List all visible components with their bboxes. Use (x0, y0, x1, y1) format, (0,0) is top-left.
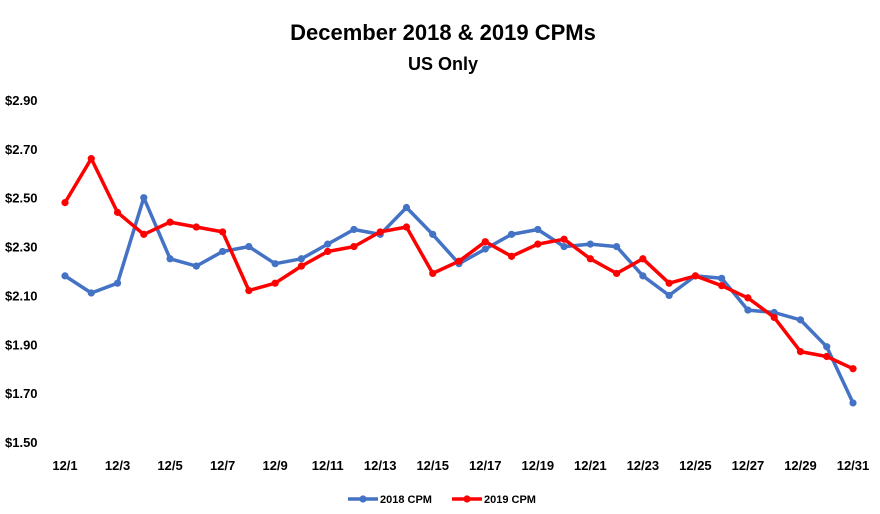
data-point (691, 272, 700, 280)
y-tick-label: $2.30 (5, 240, 38, 255)
legend-item: 2019 CPM (452, 494, 536, 506)
data-point (665, 291, 673, 300)
data-point (87, 289, 95, 297)
data-point (455, 257, 463, 265)
x-tick-label: 12/23 (627, 458, 660, 473)
x-tick-label: 12/25 (679, 458, 712, 473)
data-point (744, 294, 752, 302)
data-point (481, 238, 489, 246)
data-point (507, 230, 516, 238)
data-point (219, 228, 227, 236)
data-point (796, 348, 805, 356)
legend: 2018 CPM 2019 CPM (348, 494, 536, 506)
data-point (534, 240, 542, 248)
data-point (770, 313, 778, 322)
data-point (140, 194, 148, 202)
data-point (192, 262, 200, 270)
data-point (219, 247, 227, 256)
x-tick-label: 12/17 (469, 458, 502, 473)
x-tick-label: 12/27 (732, 458, 765, 473)
data-point (376, 228, 384, 236)
data-point (87, 155, 95, 163)
legend-marker (359, 495, 367, 503)
data-point (665, 279, 673, 287)
data-point (245, 286, 253, 295)
data-point (113, 279, 122, 287)
x-tick-label: 12/31 (837, 458, 870, 473)
data-point (271, 279, 279, 287)
data-point (639, 272, 647, 280)
data-point (534, 225, 542, 234)
data-point (113, 208, 122, 216)
x-tick-label: 12/21 (574, 458, 607, 473)
data-point (166, 218, 174, 226)
data-point (586, 240, 594, 248)
chart-title: December 2018 & 2019 CPMs (290, 20, 596, 45)
data-point (613, 269, 621, 278)
data-point (61, 272, 69, 280)
data-point (140, 230, 148, 238)
data-point (166, 255, 174, 263)
data-point (744, 306, 752, 314)
x-tick-label: 12/3 (105, 458, 130, 473)
data-point (350, 242, 358, 251)
data-point (245, 242, 253, 251)
chart-subtitle: US Only (408, 54, 478, 74)
x-tick-label: 12/13 (364, 458, 397, 473)
data-point (560, 242, 568, 251)
data-point (324, 247, 332, 256)
data-point (297, 255, 305, 263)
legend-label: 2019 CPM (484, 494, 536, 506)
x-tick-label: 12/9 (262, 458, 287, 473)
data-point (639, 255, 647, 263)
x-tick-label: 12/15 (416, 458, 449, 473)
x-tick-label: 12/19 (522, 458, 555, 473)
x-tick-label: 12/7 (210, 458, 235, 473)
data-point (429, 230, 437, 238)
data-point (560, 235, 568, 243)
data-point (507, 252, 516, 260)
legend-marker (463, 495, 471, 503)
data-point (849, 365, 857, 373)
data-point (402, 223, 411, 231)
x-tick-label: 12/5 (157, 458, 182, 473)
series-line (63, 195, 855, 405)
data-point (297, 262, 305, 270)
data-point (402, 203, 411, 212)
y-tick-label: $1.90 (5, 337, 38, 352)
series-2 (61, 155, 857, 373)
data-point (61, 199, 69, 207)
data-point (613, 242, 621, 251)
x-tick-label: 12/11 (312, 458, 344, 473)
x-tick-label: 12/1 (52, 458, 77, 473)
legend-label: 2018 CPM (380, 494, 432, 506)
data-point (796, 316, 805, 324)
data-point (271, 260, 279, 268)
data-point (823, 343, 831, 351)
series-group (61, 155, 857, 407)
data-point (718, 282, 726, 290)
y-tick-label: $1.50 (5, 435, 38, 450)
data-point (324, 240, 332, 248)
y-tick-label: $1.70 (5, 386, 38, 401)
y-tick-label: $2.70 (5, 142, 38, 157)
data-point (192, 223, 200, 231)
data-point (823, 352, 831, 361)
y-tick-label: $2.10 (5, 288, 38, 303)
y-axis-ticks: $1.50 $1.70 $1.90 $2.10 $2.30 $2.50 $2.70 $2.90 (5, 93, 38, 450)
data-point (429, 269, 437, 278)
series-1 (61, 194, 857, 407)
data-point (586, 255, 594, 263)
x-axis-ticks: 12/1 12/3 12/5 12/7 12/9 12/11 12/13 12/15 12/17… (52, 458, 869, 473)
legend-item: 2018 CPM (348, 494, 432, 506)
data-point (718, 274, 726, 282)
data-point (849, 399, 857, 407)
y-tick-label: $2.50 (5, 191, 38, 206)
y-tick-label: $2.90 (5, 93, 38, 108)
data-point (350, 225, 358, 234)
x-tick-label: 12/29 (784, 458, 817, 473)
data-point (481, 245, 489, 253)
